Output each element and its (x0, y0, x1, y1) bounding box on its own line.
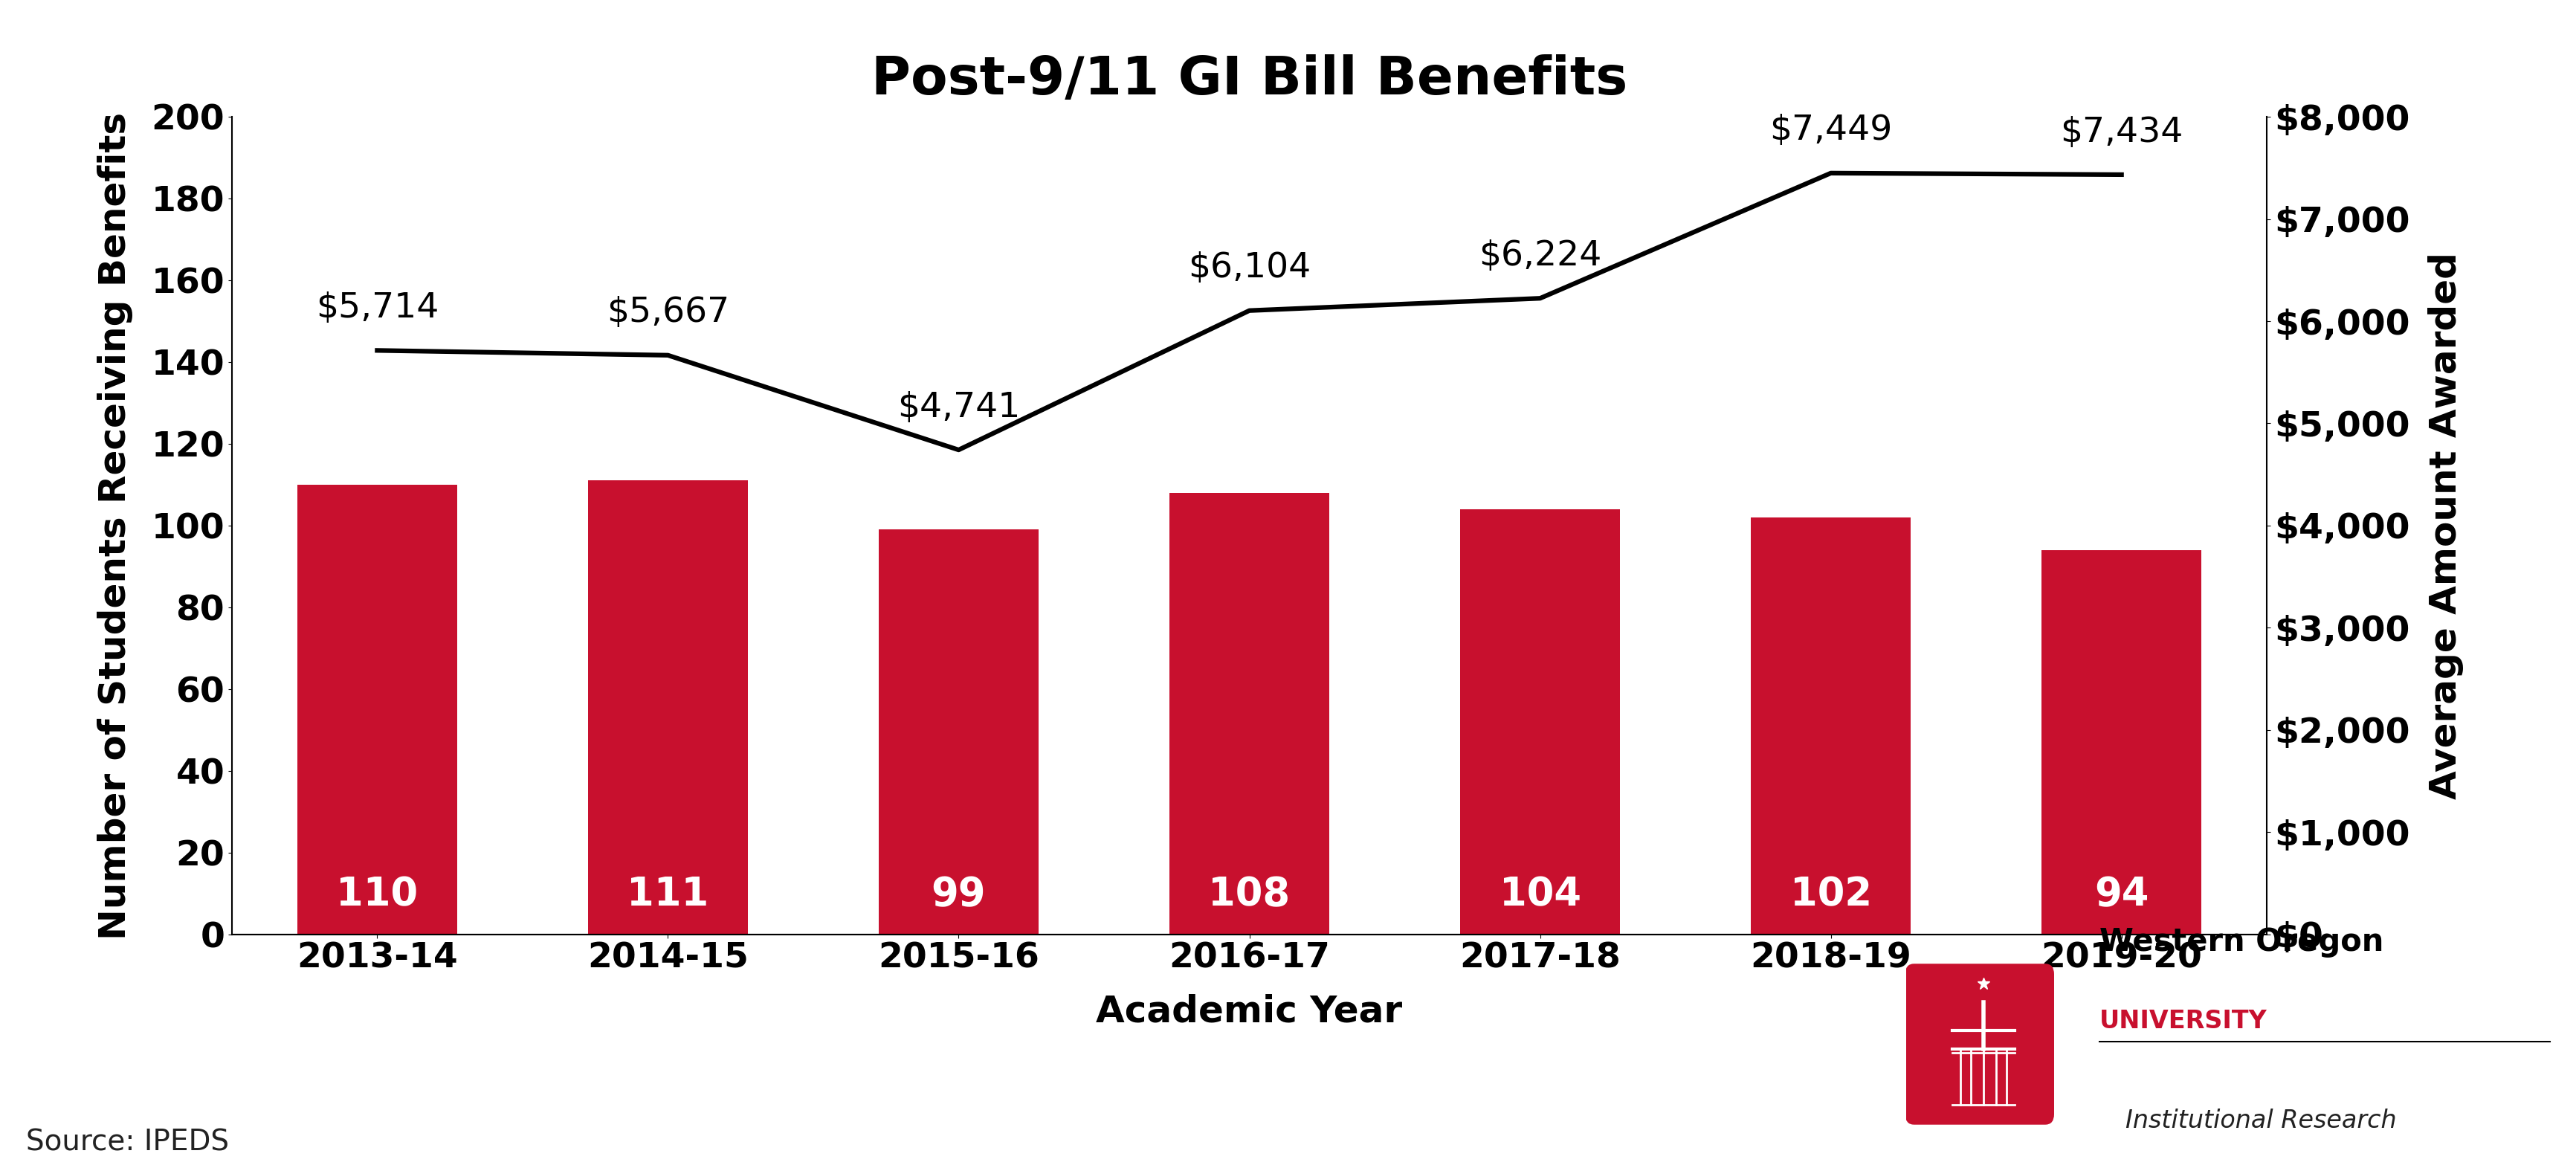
Text: 104: 104 (1499, 875, 1582, 913)
Text: $7,434: $7,434 (2061, 116, 2182, 150)
Y-axis label: Average Amount Awarded: Average Amount Awarded (2429, 252, 2465, 799)
Text: Source: IPEDS: Source: IPEDS (26, 1128, 229, 1156)
Bar (1752, 517, 1911, 934)
Text: 110: 110 (337, 875, 417, 913)
FancyBboxPatch shape (1906, 965, 2053, 1124)
Text: Institutional Research: Institutional Research (2125, 1108, 2396, 1133)
Y-axis label: Number of Students Receiving Benefits: Number of Students Receiving Benefits (98, 112, 134, 939)
X-axis label: Academic Year: Academic Year (1097, 994, 1401, 1029)
Text: $5,667: $5,667 (605, 297, 729, 329)
Text: $7,449: $7,449 (1770, 114, 1893, 147)
Text: 111: 111 (626, 875, 708, 913)
Text: 102: 102 (1790, 875, 1873, 913)
Text: 108: 108 (1208, 875, 1291, 913)
Text: UNIVERSITY: UNIVERSITY (2099, 1009, 2267, 1034)
Bar (1461, 509, 1620, 934)
Text: $6,104: $6,104 (1188, 251, 1311, 285)
Bar (587, 481, 747, 934)
Text: $4,741: $4,741 (896, 391, 1020, 424)
Text: 99: 99 (933, 875, 987, 913)
Bar (878, 530, 1038, 934)
Title: Post-9/11 GI Bill Benefits: Post-9/11 GI Bill Benefits (871, 54, 1628, 105)
Text: Western Oregon: Western Oregon (2099, 926, 2383, 958)
Bar (2043, 550, 2202, 934)
Bar (296, 485, 456, 934)
Bar (1170, 493, 1329, 934)
Text: $5,714: $5,714 (317, 292, 438, 325)
Text: $6,224: $6,224 (1479, 239, 1602, 273)
Text: 94: 94 (2094, 875, 2148, 913)
